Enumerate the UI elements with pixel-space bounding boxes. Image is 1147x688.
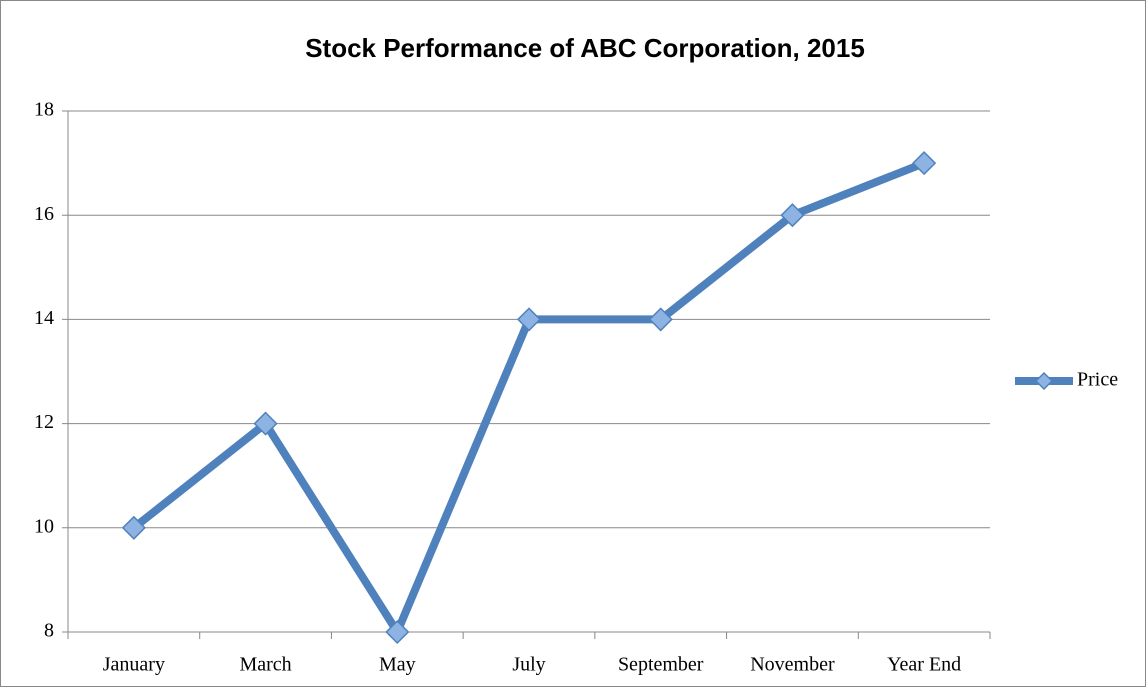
y-tick-label: 8 (44, 620, 54, 642)
marker (648, 307, 673, 332)
marker (253, 411, 278, 436)
y-tick-label: 16 (34, 203, 54, 225)
x-tick-label: Year End (887, 654, 961, 676)
x-tick-label: January (103, 654, 165, 676)
chart-title: Stock Performance of ABC Corporation, 20… (305, 33, 865, 63)
x-tick-label: September (618, 654, 704, 676)
marker (121, 515, 146, 540)
x-tick-label: March (239, 654, 291, 676)
x-tick-label: November (750, 654, 835, 676)
marker (516, 307, 542, 332)
legend-marker (1034, 371, 1054, 391)
y-tick-label: 18 (34, 99, 54, 121)
marker (780, 203, 805, 228)
x-tick-label: July (512, 654, 545, 676)
y-tick-label: 12 (34, 411, 54, 433)
marker (912, 151, 937, 176)
x-tick-label: May (379, 654, 416, 676)
y-tick-label: 10 (34, 515, 54, 537)
y-tick-label: 14 (34, 307, 54, 329)
marker (385, 619, 410, 645)
legend-label: Price (1077, 369, 1118, 391)
